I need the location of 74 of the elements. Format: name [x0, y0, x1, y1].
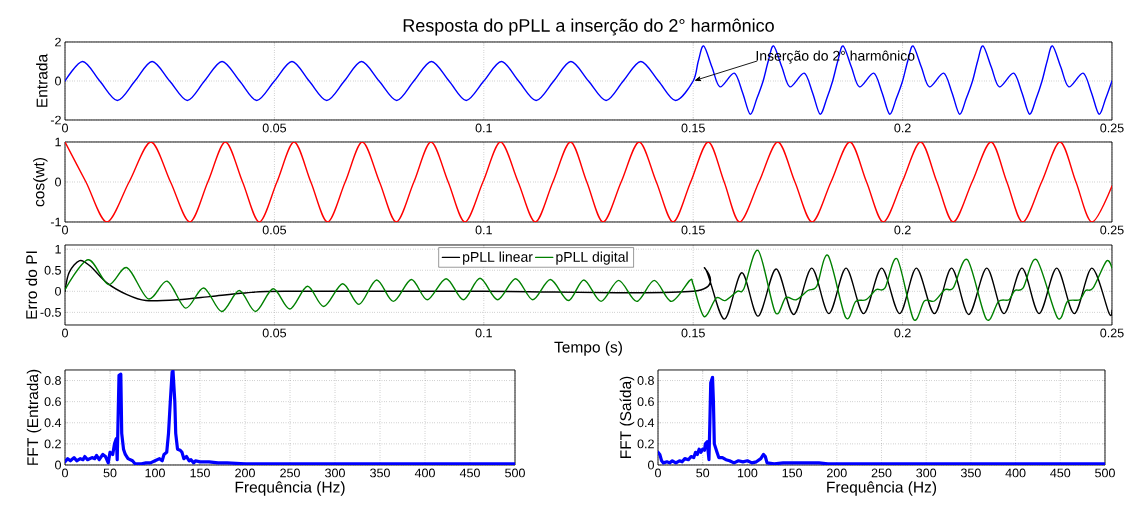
x-tick-label: 0.05	[262, 225, 287, 235]
y-tick-label: 1	[55, 137, 61, 147]
x-tick-label: 150	[190, 468, 210, 478]
x-tick-label: 0.1	[475, 123, 492, 133]
y-tick-label: 0.2	[637, 439, 654, 449]
y-tick-label: 0	[55, 177, 61, 187]
y-tick-label: -0.5	[40, 307, 61, 317]
x-tick-label: 0	[62, 225, 68, 235]
x-tick-label: 350	[960, 468, 981, 478]
x-tick-label: 0.25	[1100, 225, 1124, 235]
y-tick-label: 0.8	[44, 376, 61, 385]
x-tick-label: 100	[145, 468, 165, 478]
x-axis-title: Frequência (Hz)	[827, 481, 937, 496]
x-tick-label: 0.2	[894, 328, 911, 338]
x-tick-label: 450	[1050, 468, 1071, 478]
x-tick-label: 0.1	[475, 225, 492, 235]
y-tick-label: 0.8	[637, 376, 654, 385]
y-axis-title: FFT (Saída)	[619, 376, 635, 458]
x-tick-label: 0.25	[1100, 328, 1124, 338]
x-tick-label: 500	[505, 468, 525, 478]
x-tick-label: 250	[871, 468, 892, 478]
x-tick-label: 0	[655, 468, 661, 478]
legend-label: pPLL digital	[556, 251, 628, 265]
x-tick-label: 150	[782, 468, 803, 478]
x-tick-label: 50	[103, 468, 117, 478]
line-series	[65, 45, 1112, 115]
y-tick-label: 1	[55, 244, 61, 254]
y-tick-label: 0.5	[44, 265, 61, 275]
y-tick-label: 0.6	[637, 397, 654, 407]
x-tick-label: 300	[916, 468, 937, 478]
line-series	[65, 141, 1112, 222]
y-axis-title: Erro do PI	[25, 251, 38, 319]
y-axis-title: cos(wt)	[33, 157, 48, 207]
y-axis-title: FFT (Entrada)	[26, 369, 42, 465]
y-tick-label: 0.4	[637, 418, 655, 428]
y-tick-label: 0.6	[44, 397, 61, 407]
x-tick-label: 500	[1095, 468, 1115, 478]
y-tick-label: 0.4	[44, 418, 62, 428]
x-tick-label: 0	[62, 123, 68, 133]
x-tick-label: 0.1	[475, 328, 492, 338]
x-tick-label: 300	[325, 468, 345, 478]
y-tick-label: 2	[55, 37, 61, 47]
x-tick-label: 0.15	[681, 123, 705, 133]
x-tick-label: 0.25	[1100, 123, 1124, 133]
x-tick-label: 400	[414, 468, 435, 478]
y-tick-label: 0	[648, 460, 654, 470]
y-tick-label: 0	[55, 286, 61, 296]
x-tick-label: 200	[235, 468, 255, 478]
x-tick-label: 0	[62, 468, 68, 478]
x-tick-label: 100	[737, 468, 758, 478]
x-tick-label: 450	[459, 468, 480, 478]
line-series	[65, 249, 1112, 321]
x-axis-title: Tempo (s)	[554, 341, 622, 356]
legend-label: pPLL linear	[463, 251, 533, 265]
x-tick-label: 400	[1005, 468, 1026, 478]
y-tick-label: -1	[50, 217, 61, 227]
x-tick-label: 200	[827, 468, 847, 478]
y-tick-label: 0	[55, 460, 61, 470]
x-tick-label: 50	[696, 468, 710, 478]
y-tick-label: -2	[50, 115, 61, 125]
y-tick-label: 0	[55, 76, 61, 86]
x-tick-label: 0.15	[681, 225, 705, 235]
x-tick-label: 0.05	[262, 328, 287, 338]
chart-title: Resposta do pPLL a inserção do 2° harmônico	[403, 18, 774, 36]
x-tick-label: 0.15	[681, 328, 705, 338]
x-tick-label: 0	[62, 328, 68, 338]
x-axis-title: Frequência (Hz)	[235, 481, 345, 496]
x-tick-label: 350	[370, 468, 390, 478]
x-tick-label: 0.05	[262, 123, 287, 133]
x-tick-label: 0.2	[894, 225, 911, 235]
x-tick-label: 0.2	[894, 123, 911, 133]
y-axis-title: Entrada	[36, 53, 48, 107]
x-tick-label: 250	[280, 468, 300, 478]
y-tick-label: 0.2	[44, 439, 61, 449]
